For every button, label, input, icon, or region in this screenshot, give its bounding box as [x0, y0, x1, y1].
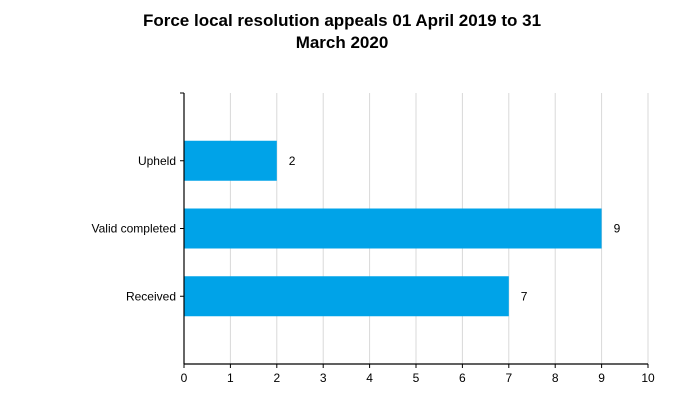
x-tick-label-0: 0 [181, 371, 188, 385]
x-tick-label-4: 4 [366, 371, 373, 385]
x-tick-label-8: 8 [552, 371, 559, 385]
x-tick-label-7: 7 [505, 371, 512, 385]
axes [180, 92, 649, 368]
chart-title-line-2: March 2020 [295, 33, 389, 52]
bar-valid-completed [184, 208, 602, 249]
y-tick-label-received: Received [126, 289, 176, 303]
data-label-valid-completed: 9 [614, 222, 621, 236]
bar-received [184, 276, 509, 317]
x-tick-label-9: 9 [598, 371, 605, 385]
chart-title-line-1: Force local resolution appeals 01 April … [142, 11, 542, 30]
bar-upheld [184, 140, 277, 181]
data-label-received: 7 [521, 289, 528, 303]
x-tick-label-3: 3 [320, 371, 327, 385]
x-tick-label-6: 6 [459, 371, 466, 385]
y-tick-label-valid-completed: Valid completed [92, 222, 177, 236]
x-tick-label-10: 10 [641, 371, 655, 385]
x-tick-label-2: 2 [273, 371, 280, 385]
y-tick-label-upheld: Upheld [138, 154, 176, 168]
bars [184, 140, 602, 317]
x-tick-label-1: 1 [227, 371, 234, 385]
chart-title: Force local resolution appeals 01 April … [0, 10, 684, 54]
data-label-upheld: 2 [289, 154, 296, 168]
labels: 2 Upheld 9 Valid completed 7 Received 0 1 2 3 4 5 6 7… [92, 154, 655, 385]
x-tick-label-5: 5 [413, 371, 420, 385]
